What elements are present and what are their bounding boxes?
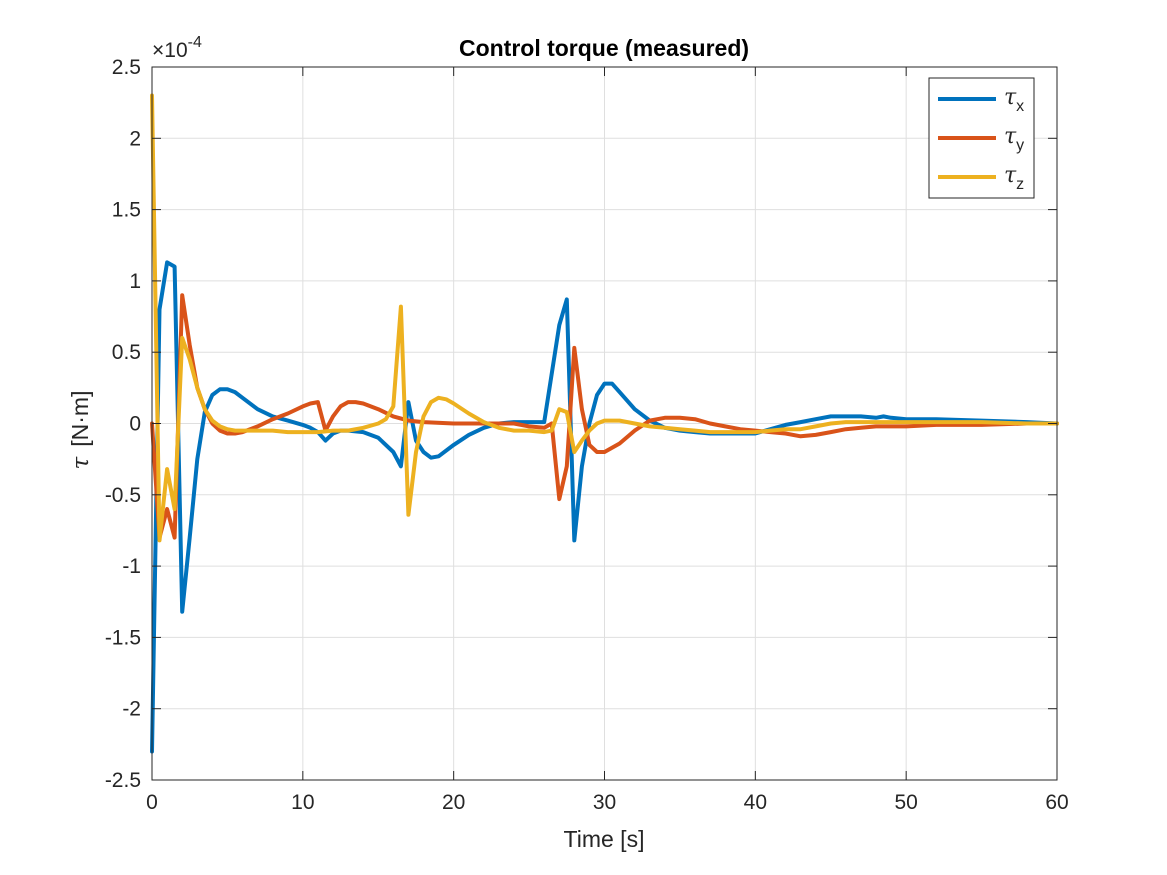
y-exponent-label: ×10-4	[152, 34, 202, 62]
legend-item-x: τx	[938, 85, 1024, 115]
chart-title: Control torque (measured)	[459, 35, 749, 61]
x-tick-label: 0	[146, 791, 158, 814]
y-axis-symbol: τ	[68, 455, 94, 469]
legend-symbol-z: τ	[1004, 163, 1017, 188]
x-axis-label: Time [s]	[564, 826, 645, 852]
legend-symbol-x: τ	[1004, 85, 1017, 110]
legend-subscript-z: z	[1016, 176, 1024, 193]
x-tick-label: 30	[593, 791, 616, 814]
y-tick-label: 2	[129, 127, 141, 150]
y-axis-unit: [N·m]	[67, 391, 93, 447]
series-line-z	[150, 93, 1059, 543]
legend-subscript-x: x	[1016, 98, 1024, 115]
legend-subscript-y: y	[1016, 137, 1024, 154]
y-axis-label: τ [N·m]	[67, 391, 94, 470]
y-exponent-power: -4	[188, 34, 202, 51]
x-tick-label: 40	[744, 791, 767, 814]
legend-item-y: τy	[938, 124, 1024, 154]
y-tick-label: 0.5	[112, 341, 141, 364]
legend-symbol-y: τ	[1004, 124, 1017, 149]
legend: τx τy τz	[928, 77, 1035, 199]
series-lines	[150, 93, 1059, 754]
x-tick-label: 60	[1045, 791, 1068, 814]
y-tick-labels: -2.5 -2 -1.5 -1 -0.5 0 0.5 1 1.5 2 2.5	[105, 56, 141, 792]
y-tick-label: 0	[129, 413, 141, 436]
y-tick-label: -2	[122, 698, 141, 721]
y-tick-label: 1.5	[112, 199, 141, 222]
y-tick-label: -1.5	[105, 626, 141, 649]
legend-item-z: τz	[938, 163, 1024, 193]
axis-ticks	[151, 66, 1058, 781]
y-tick-label: -1	[122, 555, 141, 578]
series-line-y	[150, 293, 1059, 540]
legend-label-x: τx	[1004, 85, 1024, 115]
y-tick-label: -0.5	[105, 484, 141, 507]
grid-lines	[152, 67, 1057, 780]
x-tick-label: 50	[894, 791, 917, 814]
x-tick-label: 10	[291, 791, 314, 814]
legend-label-y: τy	[1004, 124, 1024, 154]
x-tick-labels: 0 10 20 30 40 50 60	[146, 791, 1069, 814]
legend-label-z: τz	[1004, 163, 1024, 193]
y-tick-label: 1	[129, 270, 141, 293]
y-tick-label: -2.5	[105, 769, 141, 792]
y-exponent-base: ×10	[152, 39, 188, 62]
x-tick-label: 20	[442, 791, 465, 814]
y-tick-label: 2.5	[112, 56, 141, 79]
